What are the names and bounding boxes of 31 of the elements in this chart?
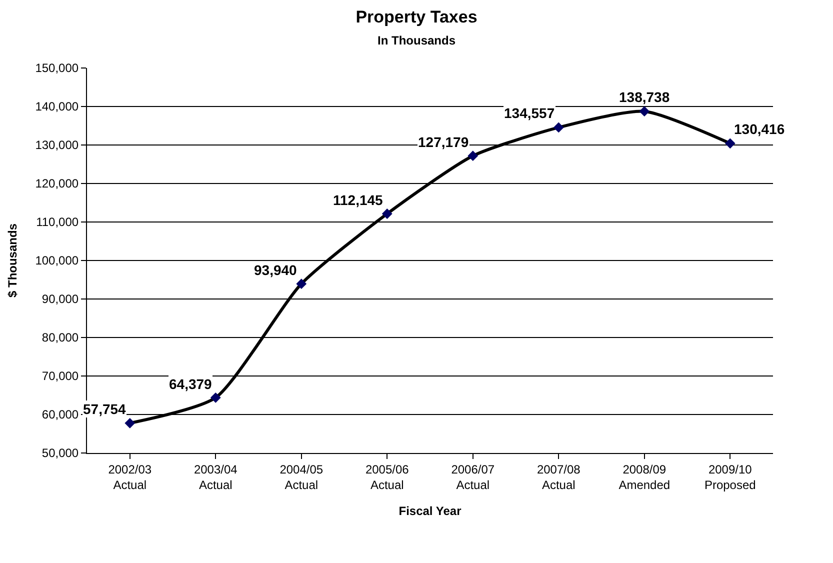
- x-tick-label: 2007/08 Actual: [536, 462, 581, 492]
- data-label: 57,754: [83, 401, 126, 417]
- y-tick-label: 140,000: [35, 100, 79, 114]
- data-label: 138,738: [619, 89, 670, 105]
- y-tick-label: 110,000: [36, 215, 79, 230]
- y-tick-label: 100,000: [35, 254, 79, 268]
- x-tick-label: 2003/04 Actual: [194, 462, 238, 492]
- x-tick-label: 2009/10 Proposed: [704, 462, 756, 492]
- y-tick-label: 90,000: [42, 292, 79, 306]
- y-tick-label: 50,000: [42, 446, 79, 460]
- chart-title: Property Taxes: [356, 8, 478, 27]
- data-label: 134,557: [504, 105, 555, 121]
- x-tick-label: 2008/09 Amended: [618, 462, 670, 492]
- y-tick-label: 70,000: [42, 369, 79, 384]
- x-tick-label: 2005/06 Actual: [365, 462, 410, 492]
- data-label: 112,145: [333, 192, 384, 208]
- data-label: 93,940: [254, 262, 298, 278]
- y-tick-label: 120,000: [35, 176, 79, 191]
- chart-subtitle: In Thousands: [378, 34, 456, 48]
- data-label: 130,416: [734, 121, 785, 137]
- x-tick-label: 2006/07 Actual: [451, 462, 495, 492]
- y-tick-label: 80,000: [42, 330, 79, 345]
- data-label: 64,379: [169, 376, 212, 392]
- data-label: 127,179: [418, 134, 469, 150]
- y-tick-label: 150,000: [35, 61, 79, 76]
- y-axis-title: $ Thousands: [6, 223, 20, 298]
- x-axis-title: Fiscal Year: [398, 504, 462, 518]
- x-tick-label: 2004/05 Actual: [280, 462, 324, 492]
- y-tick-label: 130,000: [35, 138, 79, 152]
- y-tick-label: 60,000: [42, 408, 79, 422]
- x-tick-label: 2002/03 Actual: [108, 462, 152, 492]
